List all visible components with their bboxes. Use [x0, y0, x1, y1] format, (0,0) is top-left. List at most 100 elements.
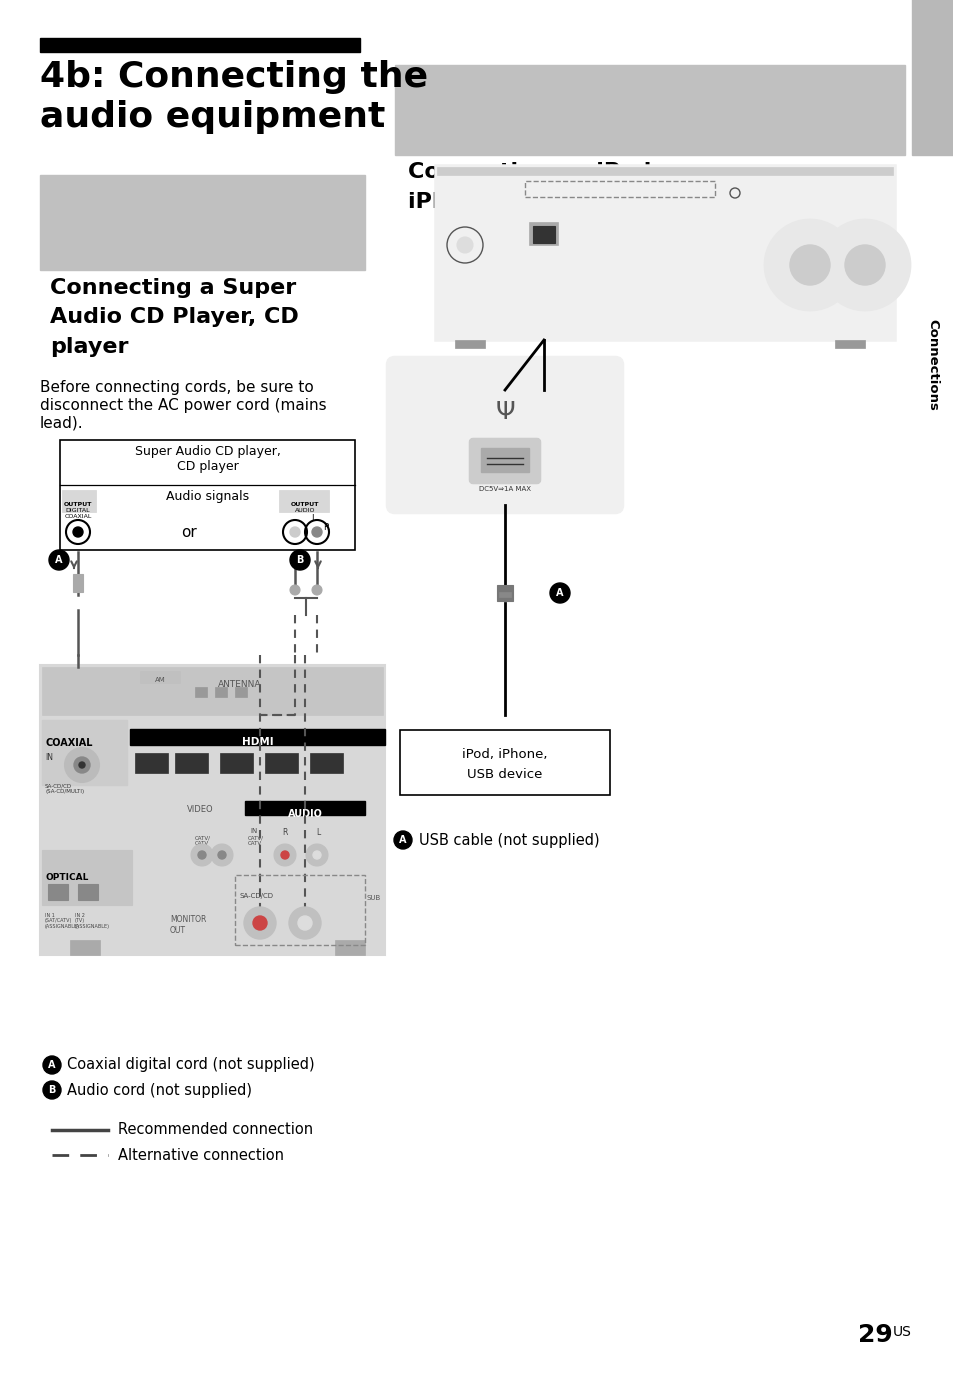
Circle shape — [73, 527, 83, 537]
Bar — [130, 729, 385, 746]
Text: iPhone, USB device: iPhone, USB device — [408, 192, 650, 211]
Circle shape — [281, 851, 289, 859]
Bar — [40, 174, 365, 270]
Text: VIDEO: VIDEO — [187, 805, 213, 814]
Text: Super Audio CD player,: Super Audio CD player, — [134, 445, 280, 459]
Circle shape — [79, 762, 85, 768]
Text: CD player: CD player — [176, 460, 238, 474]
Circle shape — [191, 844, 213, 866]
Circle shape — [65, 748, 99, 783]
Text: Audio CD Player, CD: Audio CD Player, CD — [50, 308, 298, 327]
Bar — [42, 719, 127, 785]
Circle shape — [306, 844, 328, 866]
Bar — [194, 686, 207, 697]
Circle shape — [43, 1081, 61, 1098]
Text: OPTICAL: OPTICAL — [45, 873, 89, 881]
Circle shape — [550, 584, 569, 603]
Text: B: B — [49, 1085, 55, 1096]
Circle shape — [253, 916, 267, 930]
Bar — [533, 227, 555, 243]
Circle shape — [290, 551, 310, 570]
Bar — [234, 875, 365, 945]
Text: A: A — [399, 835, 406, 844]
Circle shape — [244, 908, 275, 939]
Bar — [245, 800, 365, 816]
Text: IN: IN — [250, 828, 257, 833]
Bar — [524, 181, 714, 196]
Text: OUTPUT: OUTPUT — [291, 503, 319, 507]
Text: Before connecting cords, be sure to: Before connecting cords, be sure to — [40, 380, 314, 395]
Text: audio equipment: audio equipment — [40, 100, 385, 135]
Circle shape — [290, 585, 299, 595]
Circle shape — [764, 220, 854, 310]
Text: R: R — [282, 828, 288, 838]
Text: SA-CD/CD: SA-CD/CD — [240, 892, 274, 899]
Text: Connecting a Super: Connecting a Super — [50, 277, 296, 298]
Bar — [310, 752, 343, 773]
Bar — [435, 165, 894, 341]
Text: HDMI: HDMI — [241, 737, 273, 747]
Text: Audio cord (not supplied): Audio cord (not supplied) — [67, 1082, 252, 1097]
Circle shape — [394, 831, 412, 849]
Text: USB device: USB device — [467, 768, 542, 781]
Text: Ψ: Ψ — [495, 400, 515, 424]
Circle shape — [274, 844, 295, 866]
Circle shape — [313, 851, 320, 859]
Text: L: L — [315, 828, 320, 838]
Text: COAXIAL: COAXIAL — [45, 739, 92, 748]
Text: or: or — [181, 524, 197, 540]
Text: OUTPUT: OUTPUT — [64, 503, 92, 507]
Bar — [497, 585, 513, 601]
Circle shape — [290, 527, 299, 537]
Text: MONITOR
OUT: MONITOR OUT — [170, 914, 206, 935]
Text: Recommended connection: Recommended connection — [118, 1123, 313, 1137]
Circle shape — [289, 908, 320, 939]
Bar — [395, 65, 904, 155]
Circle shape — [198, 851, 206, 859]
Bar — [220, 752, 253, 773]
Bar — [530, 222, 558, 244]
Text: AUDIO: AUDIO — [287, 809, 322, 820]
Circle shape — [43, 1056, 61, 1074]
FancyBboxPatch shape — [387, 357, 622, 514]
Bar — [174, 752, 208, 773]
Bar — [78, 884, 98, 899]
Bar — [278, 490, 329, 512]
Text: DIGITAL: DIGITAL — [66, 508, 91, 514]
Circle shape — [844, 244, 884, 286]
Bar — [42, 667, 382, 715]
Text: IN 1
(SAT/CATV)
(ASSIGNABLE): IN 1 (SAT/CATV) (ASSIGNABLE) — [45, 913, 80, 928]
Text: L: L — [311, 514, 315, 523]
Circle shape — [297, 916, 312, 930]
Text: COAXIAL: COAXIAL — [64, 514, 91, 519]
Text: IN: IN — [45, 752, 53, 762]
Text: Connecting an iPod,: Connecting an iPod, — [408, 162, 659, 183]
Bar — [62, 490, 96, 512]
Text: CATV/
CATV: CATV/ CATV — [194, 835, 211, 846]
Circle shape — [789, 244, 829, 286]
Text: AUDIO: AUDIO — [294, 508, 314, 514]
Bar — [42, 850, 132, 905]
Text: A: A — [49, 1060, 55, 1070]
Text: A: A — [556, 588, 563, 599]
Text: Alternative connection: Alternative connection — [118, 1148, 284, 1163]
Circle shape — [456, 238, 473, 253]
Text: 4b: Connecting the: 4b: Connecting the — [40, 60, 428, 93]
Bar — [234, 686, 247, 697]
Circle shape — [74, 757, 90, 773]
Text: A: A — [55, 555, 63, 566]
Bar — [265, 752, 297, 773]
Text: AM: AM — [154, 677, 165, 682]
Bar — [498, 592, 511, 597]
Text: USB cable (not supplied): USB cable (not supplied) — [418, 832, 599, 847]
Text: B: B — [296, 555, 303, 566]
Bar — [60, 439, 355, 551]
Text: R: R — [323, 523, 329, 531]
Text: US: US — [892, 1325, 911, 1339]
Text: Connections: Connections — [925, 319, 939, 411]
Bar — [73, 574, 83, 592]
Text: ANTENNA: ANTENNA — [218, 680, 261, 689]
Bar — [399, 730, 609, 795]
Bar — [214, 686, 227, 697]
FancyBboxPatch shape — [470, 439, 539, 483]
